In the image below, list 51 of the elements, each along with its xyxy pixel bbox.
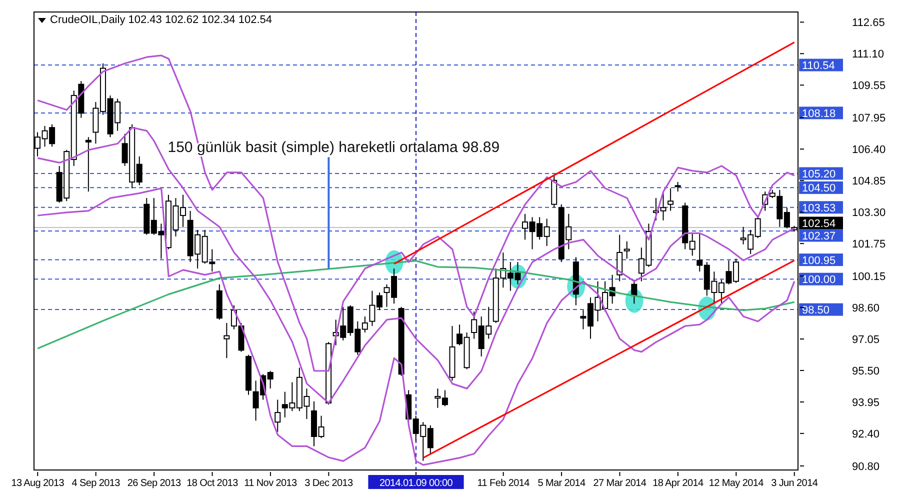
ref-line-label: 103.53 <box>802 202 836 214</box>
x-tick-label: 3 Dec 2013 <box>304 478 354 489</box>
x-tick-label: 12 May 2014 <box>708 478 764 489</box>
x-tick-label: 26 Sep 2013 <box>127 478 182 489</box>
y-tick-label: 95.50 <box>852 365 880 378</box>
y-tick-label: 92.40 <box>852 428 880 440</box>
y-tick-label: 111.10 <box>852 48 884 61</box>
x-tick-label: 2014.01.09 00:00 <box>379 478 454 489</box>
candlestick <box>668 188 674 212</box>
y-tick-label: 103.30 <box>852 207 886 220</box>
ref-line-label: 98.50 <box>802 304 830 317</box>
y-tick-label: 106.40 <box>852 144 886 156</box>
line-series <box>36 187 796 466</box>
x-tick-label: 18 Oct 2013 <box>186 478 239 489</box>
x-tick-label: 5 Mar 2014 <box>538 478 586 489</box>
y-tick-label: 101.75 <box>852 238 886 251</box>
candlestick <box>224 322 230 359</box>
chart-title: CrudeOIL,Daily 102.43 102.62 102.34 102.54 <box>50 14 272 26</box>
ref-line-label: 105.20 <box>802 168 836 180</box>
line-series <box>36 126 796 404</box>
ref-line-label: 100.00 <box>802 274 836 286</box>
x-tick-label: 18 Apr 2014 <box>652 478 704 489</box>
ref-line-label: 104.50 <box>802 182 836 195</box>
ref-line-label: 100.95 <box>802 254 836 267</box>
candlestick <box>624 240 630 260</box>
ref-line-label: 110.54 <box>802 60 835 72</box>
ref-line-label: 108.18 <box>802 108 836 120</box>
ref-line-label: 102.54 <box>802 218 836 230</box>
line-series <box>36 54 796 372</box>
candlestick <box>274 399 281 432</box>
candlestick <box>674 182 681 192</box>
y-tick-label: 93.95 <box>852 396 880 409</box>
y-tick-label: 109.55 <box>852 80 886 92</box>
y-tick-label: 98.60 <box>852 302 880 315</box>
candlestick <box>616 234 623 282</box>
x-tick-label: 11 Feb 2014 <box>477 478 530 489</box>
x-tick-label: 27 Mar 2014 <box>593 478 647 489</box>
ref-line-label: 102.37 <box>802 230 836 242</box>
y-tick-label: 107.95 <box>852 112 886 125</box>
candlestick <box>551 175 558 208</box>
x-tick-label: 4 Sep 2013 <box>72 478 121 489</box>
line-series <box>36 260 796 350</box>
y-tick-label: 100.15 <box>852 271 886 284</box>
x-tick-label: 11 Nov 2013 <box>244 478 298 489</box>
y-tick-label: 104.85 <box>852 176 886 188</box>
x-tick-label: 13 Aug 2013 <box>11 478 65 489</box>
x-tick-label: 3 Jun 2014 <box>771 478 818 489</box>
y-tick-label: 90.80 <box>852 460 880 473</box>
y-tick-label: 112.65 <box>852 17 885 30</box>
candlestick <box>85 136 92 192</box>
y-tick-label: 97.05 <box>852 334 880 346</box>
